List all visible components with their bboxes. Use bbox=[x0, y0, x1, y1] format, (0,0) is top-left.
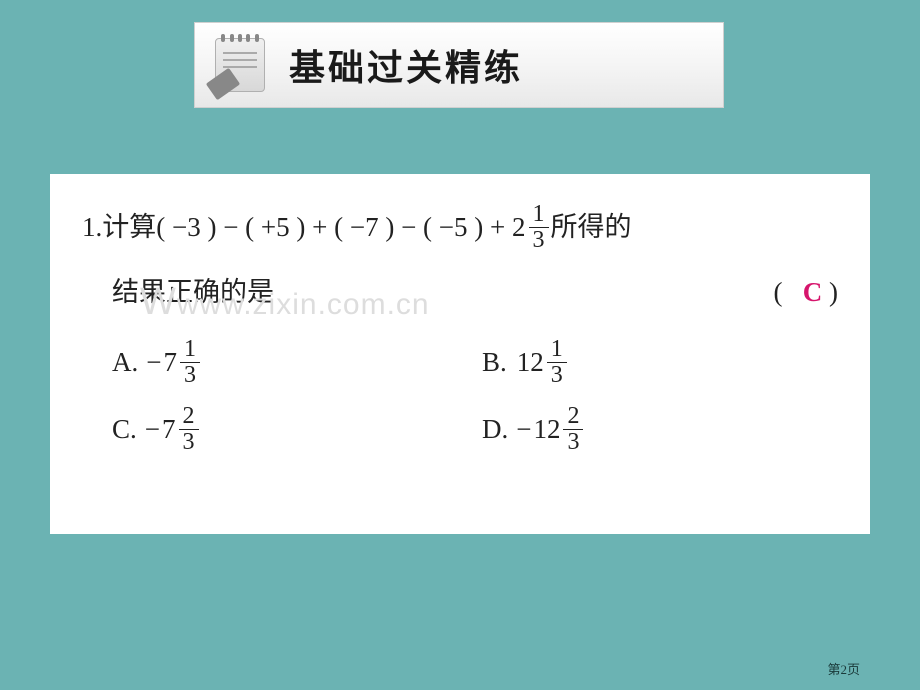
option-a-den: 3 bbox=[180, 363, 200, 388]
mixed-frac: 1 3 bbox=[529, 202, 549, 253]
option-b: B. 12 1 3 bbox=[482, 337, 569, 388]
notebook-pencil-icon bbox=[209, 34, 271, 96]
option-a: A. − 7 1 3 bbox=[112, 337, 482, 388]
option-c-label: C. bbox=[112, 404, 137, 455]
options-block: A. − 7 1 3 B. 12 1 3 bbox=[82, 337, 838, 456]
answer-paren: ( C ) bbox=[774, 267, 839, 318]
mixed-whole: 2 bbox=[512, 202, 526, 253]
question-line-1: 1. 计算 ( −3 ) − ( +5 ) + ( −7 ) − ( −5 ) … bbox=[82, 202, 838, 253]
option-a-num: 1 bbox=[180, 337, 200, 363]
option-b-num: 1 bbox=[547, 337, 567, 363]
option-d-label: D. bbox=[482, 404, 508, 455]
paren-close: ) bbox=[829, 277, 838, 307]
banner-title: 基础过关精练 bbox=[289, 39, 523, 91]
option-a-whole: 7 bbox=[163, 337, 177, 388]
option-b-frac: 1 3 bbox=[547, 337, 567, 388]
option-a-frac: 1 3 bbox=[180, 337, 200, 388]
question-prefix: 计算 bbox=[102, 202, 156, 253]
option-a-label: A. bbox=[112, 337, 138, 388]
option-d-sign: − bbox=[516, 404, 531, 455]
option-b-whole: 12 bbox=[517, 337, 544, 388]
notebook-binding bbox=[219, 34, 261, 42]
question-box: 1. 计算 ( −3 ) − ( +5 ) + ( −7 ) − ( −5 ) … bbox=[50, 174, 870, 534]
option-a-sign: − bbox=[146, 337, 161, 388]
option-b-label: B. bbox=[482, 337, 507, 388]
question-result-text: 结果正确的是 bbox=[112, 267, 274, 318]
option-d-den: 3 bbox=[563, 430, 583, 455]
option-c-sign: − bbox=[145, 404, 160, 455]
paren-open: ( bbox=[774, 277, 783, 307]
question-number: 1. bbox=[82, 202, 102, 253]
question-mixed-fraction: 2 1 3 bbox=[512, 202, 551, 253]
question-suffix: 所得的 bbox=[551, 202, 632, 253]
option-d: D. − 12 2 3 bbox=[482, 404, 585, 455]
option-b-den: 3 bbox=[547, 363, 567, 388]
mixed-den: 3 bbox=[529, 228, 549, 253]
option-b-value: 12 1 3 bbox=[517, 337, 569, 388]
option-a-value: 7 1 3 bbox=[163, 337, 202, 388]
option-c-den: 3 bbox=[179, 430, 199, 455]
option-c-frac: 2 3 bbox=[179, 404, 199, 455]
section-banner: 基础过关精练 bbox=[194, 22, 724, 108]
option-d-frac: 2 3 bbox=[563, 404, 583, 455]
option-d-whole: 12 bbox=[533, 404, 560, 455]
option-c-num: 2 bbox=[179, 404, 199, 430]
question-expression: ( −3 ) − ( +5 ) + ( −7 ) − ( −5 ) + bbox=[156, 202, 512, 253]
option-c-value: 7 2 3 bbox=[162, 404, 201, 455]
option-row-2: C. − 7 2 3 D. − 12 2 3 bbox=[112, 404, 838, 455]
option-row-1: A. − 7 1 3 B. 12 1 3 bbox=[112, 337, 838, 388]
page-number: 第2页 bbox=[827, 659, 860, 678]
option-d-num: 2 bbox=[563, 404, 583, 430]
question-line-2: 结果正确的是 Wwww.zixin.com.cn ( C ) bbox=[82, 267, 838, 318]
option-d-value: 12 2 3 bbox=[533, 404, 585, 455]
answer-letter: C bbox=[803, 277, 823, 307]
option-c-whole: 7 bbox=[162, 404, 176, 455]
option-c: C. − 7 2 3 bbox=[112, 404, 482, 455]
mixed-num: 1 bbox=[529, 202, 549, 228]
